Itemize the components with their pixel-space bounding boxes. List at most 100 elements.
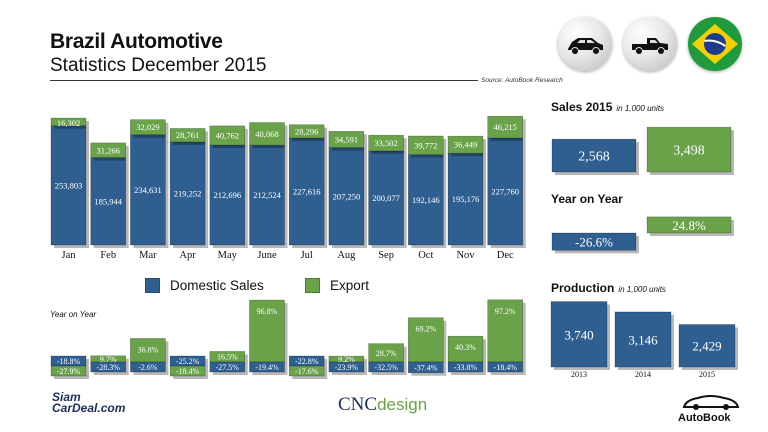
bar-domestic-oct [407, 154, 444, 246]
sales-bar-domestic-sales [551, 138, 637, 173]
bar-export-nov [447, 135, 484, 154]
yoy2015-bar-export [646, 216, 732, 234]
label-domestic-dec: 227,760 [491, 186, 519, 196]
bar-domestic-aug [328, 147, 365, 246]
production-label-2015: 2,429 [692, 339, 721, 354]
yoy-2015-title: Year on Year [551, 192, 623, 206]
yoy-label-export-apr: -18.4% [176, 367, 200, 376]
yoy-label-export-oct: 69.2% [415, 325, 436, 334]
yoy-bar-export-apr [169, 365, 206, 377]
bar-domestic-jul [288, 137, 325, 246]
cnc-logo-part2: design [377, 395, 428, 414]
cnc-logo-part1: CNC [338, 394, 378, 415]
bar-domestic-june [249, 144, 285, 246]
legend-export-swatch [305, 278, 320, 293]
label-export-june: 48,068 [255, 129, 278, 139]
yoy-label-domestic-may: -27.5% [216, 363, 240, 372]
bar-domestic-jan [50, 125, 87, 246]
yoy-label-domestic-nov: -33.8% [454, 363, 478, 372]
yoy-bar-export-nov [447, 335, 484, 363]
bar-export-dec [487, 115, 524, 139]
x-tick-jan: Jan [62, 250, 77, 261]
x-tick-jul: Jul [301, 250, 313, 261]
yoy-label-export-jan: -27.9% [57, 367, 81, 376]
yoy-label-export-feb: 9.7% [100, 355, 117, 364]
bar-export-jan [50, 117, 87, 127]
label-export-apr: 28,761 [176, 130, 199, 140]
yoy-bar-export-oct [407, 317, 444, 363]
yoy-bar-domestic-nov [447, 361, 484, 373]
bar-domestic-mar [130, 134, 166, 246]
yoy-bar-domestic-feb [90, 361, 126, 373]
label-export-aug: 34,591 [335, 134, 358, 144]
yoy-bar-domestic-oct [407, 361, 444, 374]
production-bar-2015 [678, 324, 736, 368]
x-tick-sep: Sep [378, 250, 394, 261]
yoy-label-domestic-apr: -25.2% [176, 357, 200, 366]
yoy-label-domestic-sep: -32.5% [374, 363, 398, 372]
yoy2015-label-export: 24.8% [672, 218, 706, 233]
cncdesign-logo: CNCdesign [338, 394, 427, 416]
yoy-label-domestic-jul: -22.8% [295, 357, 319, 366]
yoy-bar-export-june [249, 299, 285, 363]
bar-export-sep [368, 134, 404, 152]
x-tick-dec: Dec [497, 250, 514, 261]
bar-export-may [209, 125, 246, 146]
yoy-label-export-nov: 40.3% [455, 343, 476, 352]
label-domestic-jan: 253,803 [55, 180, 83, 190]
source-note: Source: AutoBook Research [478, 77, 563, 84]
bar-export-june [249, 122, 285, 146]
yoy-label-export-mar: 36.8% [138, 345, 159, 354]
siamcardeal-logo: Siam CarDeal.com [52, 390, 125, 415]
bar-domestic-may [209, 144, 246, 246]
production-unit: in 1,000 units [618, 285, 666, 294]
label-domestic-may: 212,696 [213, 190, 241, 200]
label-export-mar: 32,029 [136, 122, 159, 132]
yoy-bar-export-dec [487, 299, 524, 363]
label-export-sep: 33,502 [374, 138, 397, 148]
label-domestic-apr: 219,252 [174, 188, 202, 198]
autobook-car-icon [682, 395, 740, 410]
yoy2015-bar-domestic-sales [551, 232, 637, 251]
label-export-feb: 31,266 [97, 145, 120, 155]
bar-export-aug [328, 131, 365, 148]
label-domestic-mar: 234,631 [134, 185, 162, 195]
sales-2015-unit: in 1,000 units [616, 104, 664, 113]
label-export-nov: 36,449 [454, 140, 477, 150]
x-tick-aug: Aug [337, 250, 356, 261]
production-title-text: Production [551, 281, 615, 295]
siam-logo-line1: Siam [52, 390, 81, 404]
yoy-label-domestic-dec: -18.4% [494, 363, 518, 372]
yoy-label-domestic-feb: -28.3% [97, 363, 121, 372]
yoy2015-label-domestic-sales: -26.6% [575, 235, 613, 250]
production-title: Production in 1,000 units [551, 281, 666, 295]
x-tick-feb: Feb [100, 250, 116, 261]
autobook-logo: AutoBook [678, 412, 731, 424]
yoy-label-export-sep: 28.7% [376, 349, 397, 358]
yoy-label-export-june: 96.8% [257, 307, 278, 316]
bar-export-feb [90, 142, 126, 158]
siam-logo-line2: CarDeal [52, 401, 98, 415]
bar-domestic-feb [90, 157, 126, 246]
bar-domestic-sep [368, 150, 404, 246]
page-title: Brazil Automotive [50, 30, 223, 53]
production-bar-2013 [550, 301, 608, 368]
label-domestic-nov: 195,176 [452, 194, 480, 204]
car-sedan-icon [558, 17, 612, 71]
label-domestic-jul: 227,616 [293, 187, 321, 197]
yoy-label-domestic-mar: -2.6% [138, 363, 158, 372]
yoy-label-export-dec: 97.2% [495, 307, 516, 316]
sales-label-domestic-sales: 2,568 [578, 150, 610, 165]
bar-export-oct [407, 135, 444, 155]
yoy-bar-domestic-aug [328, 361, 365, 373]
legend-domestic-label: Domestic Sales [170, 278, 264, 293]
yoy-bar-domestic-june [249, 361, 285, 373]
yoy-bar-domestic-mar [130, 361, 166, 373]
label-export-jul: 28,296 [295, 126, 318, 136]
sales-label-export: 3,498 [673, 144, 705, 159]
yoy-bar-export-jul [288, 365, 325, 377]
production-bar-2014 [614, 311, 672, 368]
yoy-bar-domestic-dec [487, 361, 524, 373]
header-rule [50, 80, 540, 81]
